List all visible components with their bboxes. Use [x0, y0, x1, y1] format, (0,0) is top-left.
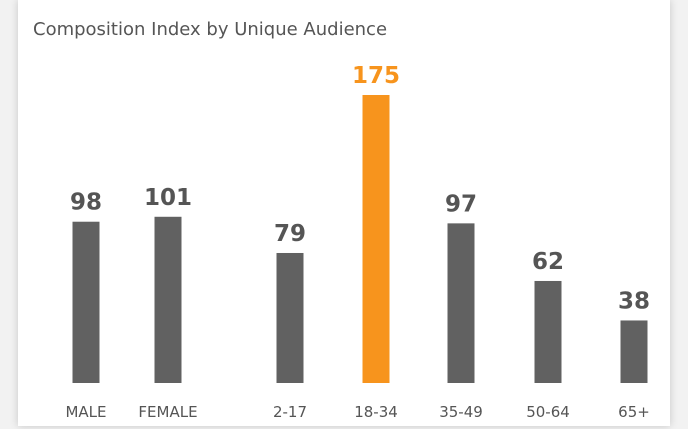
value-label: 97: [445, 191, 477, 217]
value-label: 62: [532, 249, 564, 275]
x-tick-label: 35-49: [439, 403, 483, 421]
bar: [362, 95, 390, 383]
value-label: 38: [618, 288, 650, 314]
bar: [620, 320, 648, 383]
bar: [447, 223, 475, 383]
x-tick-label: 2-17: [273, 403, 307, 421]
chart-title: Composition Index by Unique Audience: [33, 19, 387, 40]
x-tick-label: 65+: [618, 403, 650, 421]
bar: [154, 216, 182, 383]
bar: [276, 252, 304, 383]
value-label: 101: [144, 185, 192, 211]
value-label: 175: [352, 63, 400, 89]
x-tick-label: FEMALE: [138, 403, 197, 421]
value-label: 79: [274, 221, 306, 247]
x-tick-label: 50-64: [526, 403, 570, 421]
bar: [534, 280, 562, 383]
x-tick-label: 18-34: [354, 403, 398, 421]
value-label: 98: [70, 190, 102, 216]
x-tick-label: MALE: [65, 403, 106, 421]
bar: [72, 221, 100, 383]
